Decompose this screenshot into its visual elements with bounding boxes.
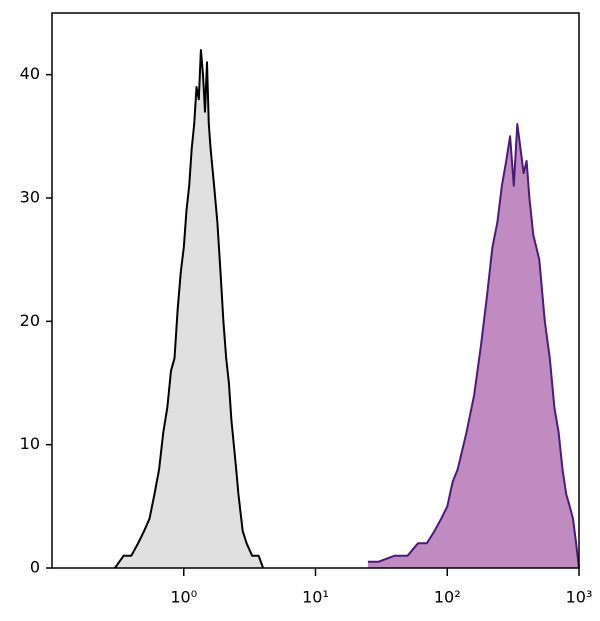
- y-tick-label: 0: [30, 558, 40, 577]
- histogram-line: [367, 123, 580, 569]
- x-tick-label: 10³: [566, 588, 593, 607]
- y-tick-label: 30: [20, 188, 40, 207]
- y-tick-label: 20: [20, 311, 40, 330]
- x-tick-label: 10¹: [302, 588, 329, 607]
- x-tick-label: 10⁰: [170, 588, 197, 607]
- y-tick-label: 10: [20, 434, 40, 453]
- y-tick-label: 40: [20, 64, 40, 83]
- histogram-line: [114, 49, 265, 569]
- area-fill: [367, 124, 579, 568]
- x-tick-label: 10²: [434, 588, 461, 607]
- area-fill: [114, 50, 264, 568]
